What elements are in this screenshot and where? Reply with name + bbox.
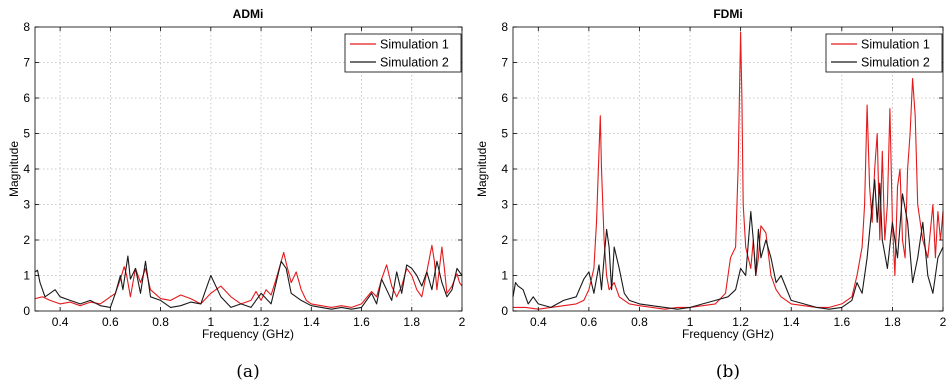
panel-b-y-tick-label: 3	[501, 198, 508, 212]
panel-a-y-ticks: 0 1 2 3 4 5 6 7 8	[23, 20, 462, 318]
panel-b-x-label: Frequency (GHz)	[682, 327, 774, 341]
panel-a-series-2-line	[34, 255, 463, 310]
panel-a-x-ticks: 0.4 0.6 0.8 1 1.2 1.4 1.6 1.8 2	[52, 27, 466, 329]
panel-a-y-tick-label: 3	[23, 198, 30, 212]
panel-b-x-tick-label: 0.8	[631, 315, 648, 329]
panel-b-series-2-line	[512, 179, 944, 310]
panel-a-x-tick-label: 2	[459, 315, 466, 329]
panel-b-legend-box	[825, 33, 943, 73]
panel-b-y-tick-label: 2	[501, 233, 508, 247]
panel-b-grid	[513, 27, 943, 311]
panel-a-x-label: Frequency (GHz)	[202, 327, 294, 341]
panel-b-y-tick-label: 8	[501, 20, 508, 34]
panel-b-legend-label-2: Simulation 2	[861, 56, 930, 70]
panel-a-series	[34, 244, 463, 310]
panel-b-legend: Simulation 1 Simulation 2	[825, 33, 943, 73]
panel-a-series-1-line	[34, 244, 463, 308]
panel-a-y-tick-label: 5	[23, 127, 30, 141]
panel-b-x-tick-label: 1	[687, 315, 694, 329]
panel-a-x-tick-label: 0.4	[52, 315, 69, 329]
panel-b-y-tick-label: 6	[501, 91, 508, 105]
panel-b-x-tick-label: 1.6	[833, 315, 850, 329]
panel-b-series	[512, 31, 944, 310]
panel-a-x-tick-label: 0.6	[102, 315, 119, 329]
panel-a-title: ADMi	[233, 7, 264, 21]
caption-a: (a)	[236, 362, 259, 382]
panel-b-legend-label-1: Simulation 1	[861, 38, 930, 52]
panel-a-y-tick-label: 8	[23, 20, 30, 34]
panel-b-x-tick-label: 0.4	[530, 315, 547, 329]
panel-a-x-tick-label: 0.8	[152, 315, 169, 329]
panel-a: ADMi 0.4 0.6 0.8 1 1.2 1.4 1.6 1.8 2 0 1 2 3 4 5 6 7 8 F…	[7, 7, 466, 341]
panel-b-y-tick-label: 0	[501, 304, 508, 318]
panel-b-x-tick-label: 1.8	[884, 315, 901, 329]
panel-b-x-tick-label: 2	[940, 315, 947, 329]
panel-a-x-tick-label: 1.2	[253, 315, 270, 329]
panel-b-title: FDMi	[713, 7, 742, 21]
panel-b-x-tick-label: 1.2	[732, 315, 749, 329]
panel-b-y-tick-label: 7	[501, 56, 508, 70]
panel-a-x-tick-label: 1.6	[353, 315, 370, 329]
panel-a-y-tick-label: 7	[23, 56, 30, 70]
panel-a-y-tick-label: 6	[23, 91, 30, 105]
panel-a-y-tick-label: 1	[23, 269, 30, 283]
panel-b: FDMi 0.4 0.6 0.8 1 1.2 1.4 1.6 1.8 2 0 1 2 3 4 5 6 7 8 F…	[475, 7, 947, 341]
panel-a-legend-label-1: Simulation 1	[380, 38, 449, 52]
panel-b-y-tick-label: 5	[501, 127, 508, 141]
panel-b-y-label: Magnitude	[475, 141, 489, 197]
panel-a-y-label: Magnitude	[7, 141, 21, 197]
panel-a-x-tick-label: 1	[207, 315, 214, 329]
panel-b-x-tick-label: 0.6	[581, 315, 598, 329]
panel-a-legend-box	[344, 33, 462, 73]
panel-b-x-ticks: 0.4 0.6 0.8 1 1.2 1.4 1.6 1.8 2	[530, 27, 947, 329]
panel-a-x-tick-label: 1.8	[403, 315, 420, 329]
panel-a-grid	[35, 27, 462, 311]
panel-a-y-tick-label: 2	[23, 233, 30, 247]
panel-a-legend: Simulation 1 Simulation 2	[344, 33, 462, 73]
panel-b-series-1-line	[513, 31, 944, 310]
panel-b-y-tick-label: 4	[501, 162, 508, 176]
panel-b-y-ticks: 0 1 2 3 4 5 6 7 8	[501, 20, 943, 318]
caption-b: (b)	[716, 362, 740, 382]
panel-a-y-tick-label: 4	[23, 162, 30, 176]
panel-a-legend-label-2: Simulation 2	[380, 56, 449, 70]
panel-a-x-tick-label: 1.4	[303, 315, 320, 329]
panel-b-y-tick-label: 1	[501, 269, 508, 283]
panel-a-y-tick-label: 0	[23, 304, 30, 318]
panel-b-x-tick-label: 1.4	[783, 315, 800, 329]
